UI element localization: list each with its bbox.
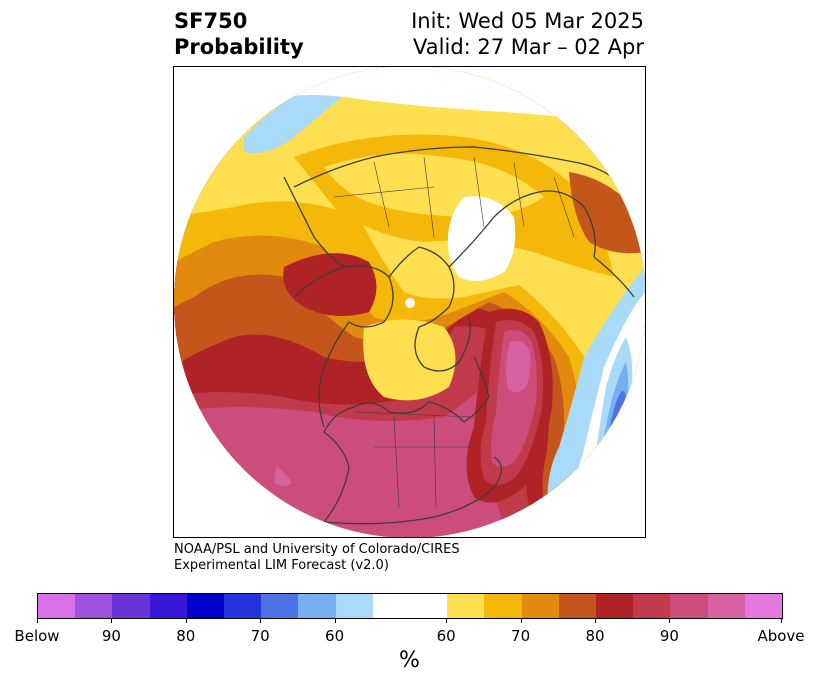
colorbar-tick xyxy=(595,618,596,623)
colorbar-tick-label: 90 xyxy=(101,627,121,645)
colorbar-tick xyxy=(185,618,187,623)
colorbar-label: % xyxy=(399,648,420,673)
colorbar-tick xyxy=(260,618,262,623)
title-left: SF750 Probability xyxy=(174,8,304,60)
colorbar-tick-label: 90 xyxy=(659,627,679,645)
credit-line-2: Experimental LIM Forecast (v2.0) xyxy=(174,558,389,573)
colorbar-segment xyxy=(633,594,671,618)
colorbar-tick xyxy=(111,618,113,623)
colorbar-segment xyxy=(596,594,634,618)
variable-name: SF750 xyxy=(174,9,248,33)
colorbar-ticks: Below 90 80 70 60 60 70 80 90 Above xyxy=(0,618,819,648)
colorbar-segment xyxy=(149,594,187,618)
colorbar-tick xyxy=(334,618,336,623)
colorbar-segment xyxy=(558,594,597,618)
colorbar-segment xyxy=(372,594,411,618)
region-arctic-neutral xyxy=(447,196,516,281)
colorbar-tick xyxy=(520,618,522,623)
title-right: Init: Wed 05 Mar 2025 Valid: 27 Mar – 02… xyxy=(411,8,644,60)
credit: NOAA/PSL and University of Colorado/CIRE… xyxy=(174,542,460,574)
borders xyxy=(333,156,575,508)
colorbar-tick xyxy=(669,618,671,623)
colorbar-tick xyxy=(446,618,448,623)
colorbar-tick-label: 80 xyxy=(585,627,605,645)
colorbar-segment xyxy=(707,594,745,618)
colorbar-segment xyxy=(38,594,76,618)
colorbar-segment xyxy=(298,594,336,618)
colorbar xyxy=(37,593,783,619)
colorbar-tick-label: 70 xyxy=(511,627,531,645)
colorbar-segment xyxy=(186,594,225,618)
map-panel xyxy=(173,66,646,538)
product-name: Probability xyxy=(174,35,304,59)
colorbar-segment xyxy=(75,594,113,618)
colorbar-tick-label: 60 xyxy=(325,627,345,645)
valid-range: Valid: 27 Mar – 02 Apr xyxy=(413,35,644,59)
region-canada-60 xyxy=(363,319,456,401)
colorbar-segment xyxy=(447,594,485,618)
credit-line-1: NOAA/PSL and University of Colorado/CIRE… xyxy=(174,542,460,557)
colorbar-segment xyxy=(484,594,522,618)
colorbar-tick xyxy=(781,618,782,623)
colorbar-segment xyxy=(744,594,783,618)
colorbar-tick-label: Above xyxy=(757,627,805,645)
colorbar-segment xyxy=(261,594,299,618)
region-above-95 xyxy=(274,467,292,486)
colorbar-segment xyxy=(224,594,262,618)
colorbar-segment xyxy=(410,594,448,618)
region-pacific-below-60 xyxy=(244,76,354,153)
region-pacific-80 xyxy=(283,253,377,316)
init-date: Init: Wed 05 Mar 2025 xyxy=(411,9,644,33)
colorbar-tick xyxy=(37,618,38,623)
region-east-asia-75 xyxy=(569,172,645,254)
colorbar-segment xyxy=(335,594,373,618)
colorbar-segment xyxy=(112,594,150,618)
colorbar-tick-label: 80 xyxy=(176,627,196,645)
region-small-neutral xyxy=(405,298,415,308)
colorbar-tick-label: 60 xyxy=(436,627,456,645)
region-atlantic-95 xyxy=(506,340,531,393)
colorbar-tick-label: 70 xyxy=(250,627,270,645)
probability-map xyxy=(174,67,645,537)
colorbar-segment xyxy=(521,594,559,618)
colorbar-tick-label: Below xyxy=(14,627,60,645)
colorbar-segment xyxy=(670,594,708,618)
